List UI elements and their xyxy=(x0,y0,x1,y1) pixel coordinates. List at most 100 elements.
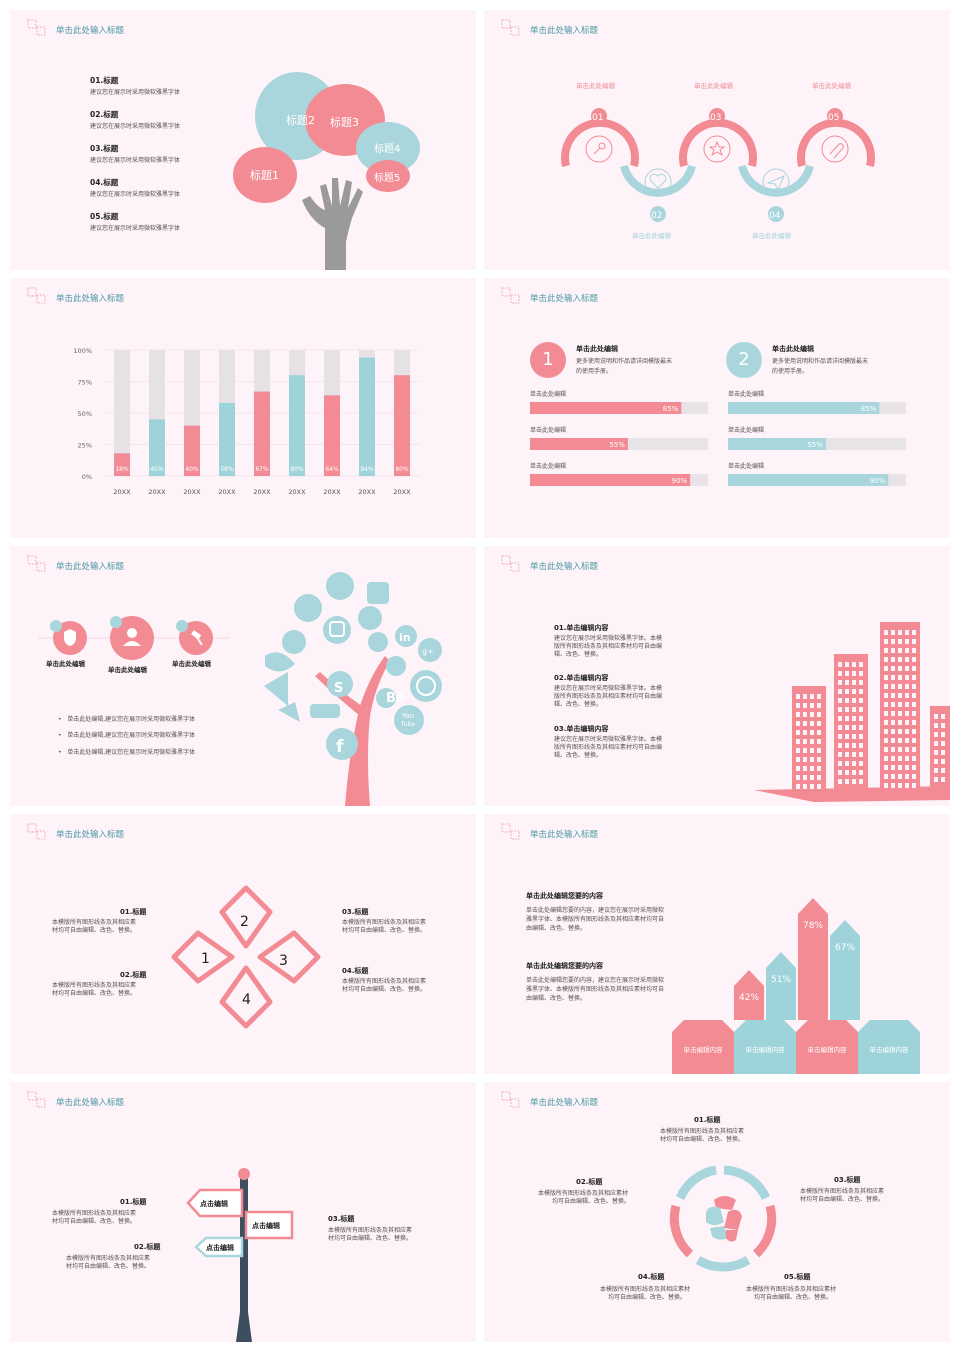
x-tick-label: 20XX xyxy=(253,488,271,496)
block-title: 单击此处编辑您要的内容 xyxy=(526,962,603,970)
building-window xyxy=(934,768,938,773)
building-window xyxy=(941,741,945,746)
bar xyxy=(184,425,200,476)
item-title: 04.标题 xyxy=(638,1273,665,1281)
bar-value-label: 58% xyxy=(220,466,234,473)
sign-label: 点击编辑 xyxy=(206,1243,234,1252)
building-window xyxy=(810,703,814,708)
logo-icon xyxy=(501,1091,520,1108)
building-window xyxy=(838,725,842,730)
building-window xyxy=(884,756,888,761)
progress-fill xyxy=(728,438,826,450)
block-title: 单击此处编辑您要的内容 xyxy=(526,892,603,900)
building-window xyxy=(859,680,863,685)
petal-number: 2 xyxy=(240,914,249,930)
building-window xyxy=(898,738,902,743)
building-window xyxy=(803,721,807,726)
building-window xyxy=(810,694,814,699)
bar xyxy=(324,395,340,476)
building-window xyxy=(859,779,863,784)
item-line: 本模版所有图形线条及其相应素 xyxy=(52,919,137,926)
building-window xyxy=(905,639,909,644)
item-line: 辑、改色、替换。 xyxy=(554,701,603,708)
building-window xyxy=(884,774,888,779)
building-window xyxy=(852,725,856,730)
building-window xyxy=(852,716,856,721)
building-window xyxy=(898,756,902,761)
bubble-1 xyxy=(233,147,297,203)
step-number: 01 xyxy=(592,113,603,123)
building-window xyxy=(852,752,856,757)
building-window xyxy=(891,738,895,743)
hand-bubbles-graphic: 标题2 标题3 标题4 标题1 标题5 xyxy=(233,72,420,270)
item-line: 建议您在展示时采用微软雅黑字体。本模 xyxy=(554,685,663,692)
arrow-value-label: 51% xyxy=(771,975,791,985)
y-tick-label: 50% xyxy=(78,410,92,418)
item-title: 01.标题 xyxy=(694,1116,721,1124)
slide-title: 单击此处输入标题 xyxy=(530,562,599,572)
key-icon xyxy=(593,142,606,155)
building-window xyxy=(891,765,895,770)
building-window xyxy=(905,720,909,725)
category-base xyxy=(734,1020,796,1074)
bottom-label: 单击此处编辑 xyxy=(752,232,791,240)
building-window xyxy=(905,783,909,788)
building-window xyxy=(803,766,807,771)
building-window xyxy=(838,770,842,775)
building-window xyxy=(884,702,888,707)
slide-title: 单击此处输入标题 xyxy=(56,1098,125,1108)
building-window xyxy=(898,765,902,770)
item-line: 本模版所有图形线条及其相应素 xyxy=(660,1128,745,1135)
sign-label: 点击编辑 xyxy=(252,1221,280,1230)
building-window xyxy=(905,684,909,689)
building-window xyxy=(838,779,842,784)
building-window xyxy=(845,779,849,784)
category-label: 单击编辑内容 xyxy=(684,1045,724,1054)
bar xyxy=(149,419,165,476)
google-plus-icon: g+ xyxy=(422,647,434,656)
item-line: 本模版所有图形线条及其相应素 xyxy=(342,978,427,985)
building-window xyxy=(891,675,895,680)
clover-graphic: 2 1 3 4 xyxy=(171,885,321,1029)
x-tick-label: 20XX xyxy=(113,488,131,496)
progress-label: 单击此处编辑 xyxy=(728,462,764,470)
building-window xyxy=(912,666,916,671)
building-window xyxy=(845,698,849,703)
building-window xyxy=(884,666,888,671)
building-window xyxy=(838,680,842,685)
block-line: 单击此处编辑您要的内容，建议您在展示时采用微软 xyxy=(526,907,665,914)
progress-fill xyxy=(728,402,880,414)
building-window xyxy=(941,723,945,728)
group-title: 单击此处编辑 xyxy=(772,345,814,353)
group-desc: 的使用手册。 xyxy=(772,368,809,375)
slide-3: 单击此处输入标题 100% 75% 50% 25% 0% 18% 20XX 45% 20XX 40… xyxy=(10,278,476,538)
building-window xyxy=(838,761,842,766)
item-line: 建议您在展示时采用微软雅黑字体。本模 xyxy=(554,736,663,743)
bar xyxy=(359,357,375,476)
building-window xyxy=(912,774,916,779)
category-base xyxy=(796,1020,858,1074)
progress-label: 单击此处编辑 xyxy=(530,390,566,398)
building-window xyxy=(912,675,916,680)
building-window xyxy=(891,747,895,752)
building-window xyxy=(912,630,916,635)
item-title: 03.标题 xyxy=(328,1215,355,1223)
building-window xyxy=(845,734,849,739)
item-title: 04.标题 xyxy=(90,178,119,187)
hands-circle-graphic xyxy=(669,1165,777,1272)
item-desc: 建议您在展示时采用微软雅黑字体 xyxy=(90,191,181,198)
item-line: 本模版所有图形线条及其相应素 xyxy=(800,1188,885,1195)
item-line: 辑、改色、替换。 xyxy=(554,651,603,658)
item-desc: 建议您在展示时采用微软雅黑字体 xyxy=(90,89,181,96)
building-window xyxy=(912,711,916,716)
bar xyxy=(114,453,130,476)
top-label: 单击此处编辑 xyxy=(576,82,615,90)
building-window xyxy=(898,666,902,671)
item-line: 版所有图形线条及其相应素材均可自由编 xyxy=(554,643,663,650)
building-window xyxy=(859,770,863,775)
pinterest-icon xyxy=(416,676,436,696)
building-window xyxy=(796,694,800,699)
building-window xyxy=(912,765,916,770)
building-window xyxy=(803,694,807,699)
progress-value: 55% xyxy=(807,441,823,449)
